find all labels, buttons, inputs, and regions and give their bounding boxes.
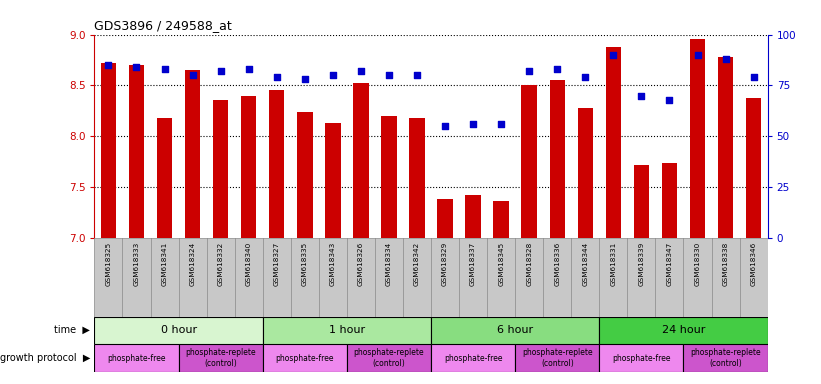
Text: GSM618326: GSM618326 <box>358 242 364 286</box>
Bar <box>599 317 768 344</box>
Bar <box>466 195 481 238</box>
Text: GSM618335: GSM618335 <box>302 242 308 286</box>
Point <box>523 68 536 74</box>
Text: GSM618338: GSM618338 <box>722 242 728 286</box>
Text: phosphate-free: phosphate-free <box>612 354 671 362</box>
Point <box>607 52 620 58</box>
Bar <box>516 344 599 372</box>
Point <box>158 66 171 72</box>
Text: 1 hour: 1 hour <box>328 325 365 335</box>
Point <box>355 68 368 74</box>
Bar <box>381 116 397 238</box>
Bar <box>157 118 172 238</box>
Point <box>438 123 452 129</box>
Point <box>410 72 424 78</box>
Point <box>214 68 227 74</box>
Text: GSM618342: GSM618342 <box>414 242 420 286</box>
Bar <box>263 317 431 344</box>
Point <box>466 121 479 127</box>
Point <box>383 72 396 78</box>
Text: phosphate-replete
(control): phosphate-replete (control) <box>354 348 424 368</box>
Bar <box>179 344 263 372</box>
Point <box>551 66 564 72</box>
Text: GSM618333: GSM618333 <box>134 242 140 286</box>
Point <box>326 72 339 78</box>
Bar <box>241 96 256 238</box>
Point <box>298 76 311 83</box>
Text: phosphate-replete
(control): phosphate-replete (control) <box>186 348 256 368</box>
Point <box>579 74 592 80</box>
Text: 0 hour: 0 hour <box>160 325 197 335</box>
Text: GSM618336: GSM618336 <box>554 242 560 286</box>
Bar <box>634 165 649 238</box>
Bar <box>101 63 116 238</box>
Bar <box>578 108 593 238</box>
Bar <box>129 65 144 238</box>
Text: 24 hour: 24 hour <box>662 325 705 335</box>
Point <box>494 121 507 127</box>
Bar <box>263 344 347 372</box>
Text: phosphate-replete
(control): phosphate-replete (control) <box>690 348 761 368</box>
Text: GSM618347: GSM618347 <box>667 242 672 286</box>
Text: GSM618339: GSM618339 <box>639 242 644 286</box>
Bar <box>718 57 733 238</box>
Text: GSM618346: GSM618346 <box>750 242 757 286</box>
Text: GSM618334: GSM618334 <box>386 242 392 286</box>
Text: GSM618345: GSM618345 <box>498 242 504 286</box>
Text: phosphate-free: phosphate-free <box>444 354 502 362</box>
Bar <box>325 123 341 238</box>
Point <box>130 64 143 70</box>
Bar <box>410 118 424 238</box>
Text: 6 hour: 6 hour <box>497 325 534 335</box>
Text: phosphate-free: phosphate-free <box>108 354 166 362</box>
Bar <box>599 344 683 372</box>
Text: GSM618344: GSM618344 <box>582 242 589 286</box>
Text: GSM618332: GSM618332 <box>218 242 223 286</box>
Text: GSM618330: GSM618330 <box>695 242 700 286</box>
Bar <box>347 344 431 372</box>
Point <box>102 62 115 68</box>
Bar <box>606 47 621 238</box>
Bar <box>438 199 452 238</box>
Bar <box>746 98 761 238</box>
Bar <box>521 86 537 238</box>
Text: GSM618324: GSM618324 <box>190 242 195 286</box>
Text: phosphate-free: phosphate-free <box>276 354 334 362</box>
Point <box>719 56 732 62</box>
Bar <box>353 83 369 238</box>
Bar <box>269 89 284 238</box>
Text: GSM618328: GSM618328 <box>526 242 532 286</box>
Text: GSM618329: GSM618329 <box>442 242 448 286</box>
Point <box>635 93 648 99</box>
Bar <box>549 80 565 238</box>
Point <box>663 97 676 103</box>
Text: GSM618331: GSM618331 <box>610 242 617 286</box>
Bar <box>690 39 705 238</box>
Point <box>691 52 704 58</box>
Point <box>242 66 255 72</box>
Bar <box>94 344 179 372</box>
Bar <box>683 344 768 372</box>
Text: GSM618325: GSM618325 <box>105 242 112 286</box>
Bar <box>431 344 516 372</box>
Bar <box>94 317 263 344</box>
Bar <box>493 202 509 238</box>
Text: growth protocol  ▶: growth protocol ▶ <box>0 353 90 363</box>
Text: time  ▶: time ▶ <box>54 325 90 335</box>
Text: GSM618340: GSM618340 <box>245 242 252 286</box>
Text: GSM618337: GSM618337 <box>470 242 476 286</box>
Text: GSM618341: GSM618341 <box>162 242 167 286</box>
Text: GSM618343: GSM618343 <box>330 242 336 286</box>
Point <box>270 74 283 80</box>
Point <box>186 72 200 78</box>
Bar <box>431 317 599 344</box>
Bar <box>213 100 228 238</box>
Bar <box>297 112 313 238</box>
Text: GSM618327: GSM618327 <box>273 242 280 286</box>
Text: GDS3896 / 249588_at: GDS3896 / 249588_at <box>94 19 232 32</box>
Point <box>747 74 760 80</box>
Bar <box>662 163 677 238</box>
Bar <box>185 70 200 238</box>
Text: phosphate-replete
(control): phosphate-replete (control) <box>522 348 593 368</box>
